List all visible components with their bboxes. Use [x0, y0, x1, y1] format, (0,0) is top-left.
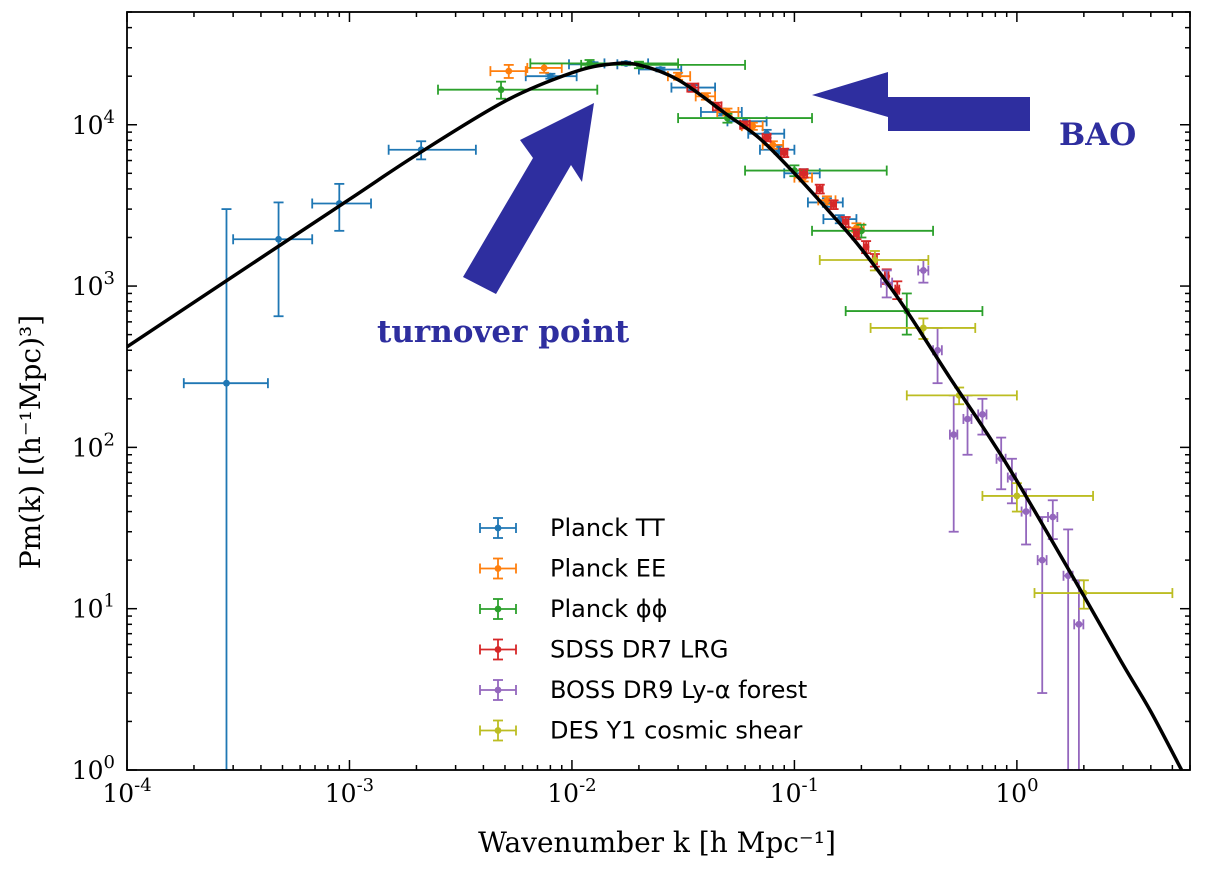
data-marker [540, 64, 548, 72]
x-tick-label: 10-4 [102, 775, 151, 808]
data-marker [1075, 620, 1083, 628]
series-4 [880, 259, 1085, 770]
y-tick-label: 100 [72, 752, 115, 785]
legend-label: Planck ϕϕ [550, 595, 667, 623]
turnover-label: turnover point [377, 314, 630, 350]
data-point [744, 164, 888, 178]
data-marker [919, 267, 927, 274]
legend-label: BOSS DR9 Ly-α forest [550, 676, 807, 704]
x-tick-label: 10-2 [547, 775, 596, 808]
legend-item: DES Y1 cosmic shear [479, 717, 803, 745]
data-point [489, 63, 527, 79]
model-curve [127, 61, 1184, 770]
data-marker [934, 346, 941, 354]
data-point [1073, 579, 1085, 770]
data-marker [1013, 492, 1021, 500]
legend-marker [494, 605, 502, 613]
series-5 [818, 250, 1174, 610]
data-point [981, 482, 1094, 513]
data-point [1036, 516, 1048, 694]
x-axis-label: Wavenumber k [h Mpc⁻¹] [478, 826, 836, 859]
data-point [828, 199, 839, 210]
data-marker [950, 431, 958, 439]
data-marker [800, 169, 808, 177]
x-tick-label: 10-1 [770, 775, 819, 808]
legend-item: BOSS DR9 Ly-α forest [479, 676, 807, 704]
data-marker [919, 324, 927, 332]
legend-label: SDSS DR7 LRG [550, 636, 729, 664]
data-point [917, 259, 930, 284]
data-point [814, 183, 825, 195]
legend-marker [494, 686, 502, 694]
legend-marker [494, 524, 502, 532]
legend-label: DES Y1 cosmic shear [550, 717, 803, 745]
series-2 [437, 58, 984, 336]
x-tick-label: 10-3 [325, 775, 374, 808]
data-point [1033, 579, 1174, 610]
data-marker [964, 415, 971, 423]
data-point [948, 394, 959, 533]
legend-item: Planck ϕϕ [479, 595, 667, 623]
data-marker [816, 185, 824, 193]
legend-label: Planck EE [550, 555, 666, 583]
data-marker [979, 411, 986, 418]
bao-arrow [812, 72, 1030, 131]
data-marker [780, 149, 788, 157]
data-marker [893, 286, 901, 294]
legend-item: SDSS DR7 LRG [479, 636, 729, 664]
legend-marker [494, 565, 502, 572]
y-tick-label: 104 [72, 107, 115, 140]
data-point [779, 147, 790, 159]
data-point [995, 436, 1007, 491]
data-marker [275, 235, 282, 243]
data-point [526, 62, 563, 74]
legend-marker [494, 727, 502, 734]
data-marker [1022, 508, 1030, 515]
series-0 [182, 58, 858, 770]
legend-label: Planck TT [550, 514, 665, 542]
turnover-arrow [463, 103, 594, 294]
data-marker [1038, 556, 1046, 564]
y-tick-label: 102 [72, 429, 115, 462]
data-marker [546, 72, 554, 80]
data-marker [830, 201, 837, 208]
legend-item: Planck EE [479, 555, 666, 583]
data-marker [497, 86, 505, 94]
data-marker [1049, 513, 1057, 521]
data-marker [769, 141, 777, 149]
data-marker [842, 218, 850, 226]
data-marker [749, 122, 757, 130]
data-point [761, 132, 772, 143]
x-tick-label: 100 [995, 775, 1038, 808]
data-point [232, 201, 314, 318]
bao-label: BAO [1059, 117, 1136, 153]
data-point [798, 168, 809, 179]
data-marker [505, 67, 513, 75]
legend-item: Planck TT [479, 514, 665, 542]
data-marker [862, 243, 870, 251]
data-point [182, 208, 269, 770]
data-marker [763, 134, 771, 142]
data-marker [223, 379, 230, 387]
data-marker [853, 230, 860, 238]
y-tick-label: 103 [72, 268, 115, 301]
legend-marker [494, 646, 502, 653]
data-marker [823, 196, 831, 204]
y-tick-label: 101 [72, 591, 115, 624]
data-point [811, 223, 934, 239]
plot-frame [126, 11, 1191, 771]
y-axis-label: Pm(k) [(h⁻¹Mpc)³] [14, 315, 47, 569]
data-point [437, 80, 599, 100]
